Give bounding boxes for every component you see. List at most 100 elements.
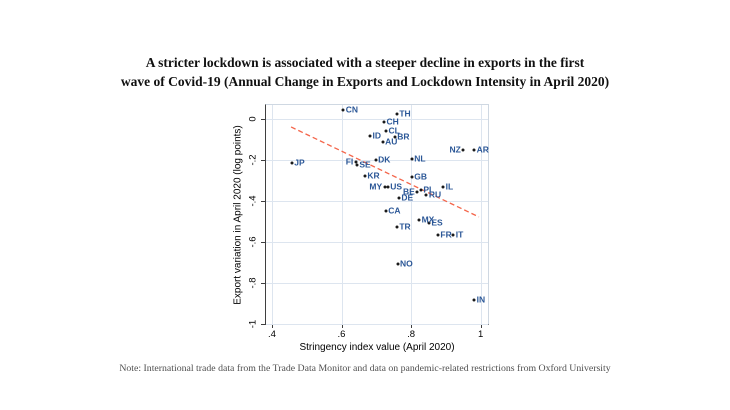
y-axis-tick xyxy=(261,282,265,284)
y-axis-tick xyxy=(261,241,265,243)
data-point-label: AR xyxy=(476,144,489,155)
data-point-dot xyxy=(427,221,431,225)
data-point-label: TR xyxy=(399,221,411,232)
data-point-dot xyxy=(382,120,386,124)
data-point-dot xyxy=(410,175,414,179)
plot-area: Stringency index value (April 2020) Expo… xyxy=(233,104,489,353)
data-point-dot xyxy=(417,218,421,222)
data-point-label: IT xyxy=(455,229,464,240)
data-point-dot xyxy=(451,233,455,237)
chart-title-line-2: wave of Covid-19 (Annual Change in Expor… xyxy=(120,74,610,89)
data-point-dot xyxy=(461,148,465,152)
y-axis-title: Export variation in April 2020 (log poin… xyxy=(232,124,244,305)
data-point-dot xyxy=(472,298,476,302)
data-point-dot xyxy=(355,163,359,167)
data-point-label: AU xyxy=(385,136,398,147)
data-point-dot xyxy=(441,185,445,189)
chart-title: A stricter lockdown is associated with a… xyxy=(0,53,730,91)
data-point-label: IN xyxy=(476,294,486,305)
y-axis-tick-label: -.4 xyxy=(247,195,259,207)
data-point-label: IL xyxy=(445,181,454,192)
data-point-label: MY xyxy=(369,182,383,193)
x-axis-tick-label: .4 xyxy=(267,329,276,340)
x-axis-tick xyxy=(411,324,413,328)
y-axis-tick-label: -.6 xyxy=(247,236,259,248)
y-axis-tick xyxy=(261,118,265,120)
data-point-label: CN xyxy=(345,104,359,115)
x-axis-tick xyxy=(271,324,273,328)
x-axis-tick-label: 1 xyxy=(478,329,484,340)
data-point-label: US xyxy=(390,182,403,193)
x-axis-title: Stringency index value (April 2020) xyxy=(299,342,455,353)
data-point-dot xyxy=(396,262,400,266)
y-axis-tick-label: -.2 xyxy=(247,154,259,166)
data-point-label: KR xyxy=(367,170,380,181)
y-axis-tick-label: -1 xyxy=(247,319,259,329)
y-axis-tick xyxy=(261,324,265,325)
data-point-dot xyxy=(419,188,423,192)
x-axis-tick xyxy=(341,324,343,328)
data-point-dot xyxy=(368,134,372,138)
data-point-dot xyxy=(384,209,388,213)
data-point-label: BR xyxy=(397,131,410,142)
data-point-label: JP xyxy=(294,157,305,168)
data-point-label: BE xyxy=(403,186,415,197)
data-point-dot xyxy=(395,225,399,229)
y-gridline xyxy=(266,324,488,325)
data-point-dot xyxy=(374,158,378,162)
data-point-dot xyxy=(381,140,385,144)
data-point-label: NL xyxy=(414,153,426,164)
data-point-label: PL xyxy=(423,184,435,195)
y-gridline xyxy=(266,118,488,120)
data-point-label: ES xyxy=(431,217,443,228)
data-point-label: DK xyxy=(378,154,391,165)
x-gridline xyxy=(411,105,413,324)
data-point-dot xyxy=(472,148,476,152)
x-axis-tick-label: .8 xyxy=(407,329,416,340)
data-point-dot xyxy=(363,174,367,178)
x-gridline xyxy=(271,105,273,324)
y-gridline xyxy=(266,282,488,284)
data-point-label: FR xyxy=(440,229,452,240)
data-point-dot xyxy=(384,129,388,133)
data-point-dot xyxy=(354,160,358,164)
data-point-label: GB xyxy=(414,171,428,182)
x-gridline xyxy=(341,105,343,324)
data-point-dot xyxy=(386,185,390,189)
data-point-dot xyxy=(341,108,345,112)
data-point-label: ID xyxy=(372,130,382,141)
y-axis-tick-label: 0 xyxy=(247,116,259,122)
data-point-label: CL xyxy=(388,125,400,136)
data-point-label: SE xyxy=(359,159,371,170)
y-gridline xyxy=(266,200,488,202)
y-axis-tick xyxy=(261,200,265,202)
data-point-label: CH xyxy=(386,116,399,127)
y-gridline xyxy=(266,241,488,243)
x-gridline xyxy=(480,105,482,324)
data-point-dot xyxy=(395,112,399,116)
data-point-label: FI xyxy=(345,156,354,167)
data-point-label: TH xyxy=(399,108,411,119)
data-point-label: NO xyxy=(400,258,413,269)
data-point-label: MX xyxy=(421,214,435,225)
data-point-label: NZ xyxy=(449,144,461,155)
data-point-label: CA xyxy=(388,205,401,216)
chart-title-line-1: A stricter lockdown is associated with a… xyxy=(145,55,585,70)
data-point-dot xyxy=(383,185,387,189)
y-axis-tick-label: -.8 xyxy=(247,277,259,289)
data-point-dot xyxy=(436,233,440,237)
x-axis-tick xyxy=(480,324,482,328)
data-point-dot xyxy=(410,157,414,161)
trend-line xyxy=(290,126,480,218)
data-point-dot xyxy=(424,193,428,197)
data-point-dot xyxy=(393,135,397,139)
source-note: Note: International trade data from the … xyxy=(119,363,611,374)
data-point-dot xyxy=(397,196,401,200)
data-point-dot xyxy=(415,190,419,194)
y-axis-tick xyxy=(261,159,265,161)
data-point-label: DE xyxy=(401,192,414,203)
data-point-label: RU xyxy=(428,189,442,200)
x-axis-tick-label: .6 xyxy=(337,329,346,340)
data-point-dot xyxy=(290,161,294,165)
